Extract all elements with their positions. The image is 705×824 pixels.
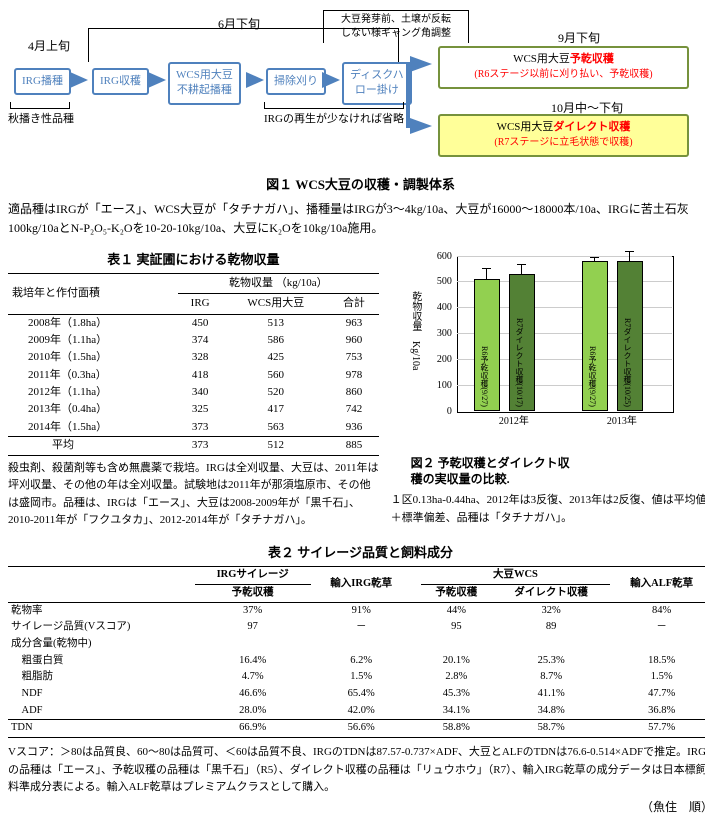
arrow-icon: [322, 72, 340, 88]
arrow-icon: [148, 72, 166, 88]
note-skip: IRGの再生が少なければ省略: [252, 112, 416, 127]
box-disk: ディスクハ ロー掛け: [342, 62, 412, 105]
fig1-desc: 適品種はIRGが「エース」、WCS大豆が「タチナガハ」、播種量はIRGが3～4k…: [8, 200, 705, 238]
fig1-caption: 図１ WCS大豆の収穫・調製体系: [8, 176, 705, 194]
date-sept: 9月下旬: [558, 30, 600, 47]
bracket: [264, 102, 404, 109]
x-label: 2013年: [592, 415, 652, 429]
table2-title: 表２ サイレージ品質と飼料成分: [8, 544, 705, 562]
table1-title: 表１ 実証圃における乾物収量: [8, 251, 379, 269]
line: [88, 28, 398, 63]
table1: 栽培年と作付面積乾物収量 （kg/10a） IRGWCS用大豆合計 2008年（…: [8, 273, 379, 456]
box-direct: WCS用大豆ダイレクト収穫 (R7ステージに立毛状態で収穫): [438, 114, 689, 157]
arrow-icon: [410, 56, 432, 72]
table2-note: Vスコア：＞80は品質良、60～80は品質可、＜60は品質不良、IRGのTDNは…: [8, 744, 705, 797]
table1-note: 殺虫剤、殺菌剤等も含め無農薬で栽培。IRGは全刈収量、大豆は、2011年は坪刈収…: [8, 460, 379, 530]
bracket: [10, 102, 70, 109]
author: （魚住 順）: [8, 799, 705, 816]
box-irg-sow: IRG播種: [14, 68, 71, 95]
table2: IRGサイレージ輸入IRG乾草大豆WCS輸入ALF乾草 予乾収穫予乾収穫ダイレク…: [8, 566, 705, 738]
arrow-icon: [70, 72, 88, 88]
x-label: 2012年: [484, 415, 544, 429]
date-april: 4月上旬: [28, 38, 70, 55]
fig2-caption: 図２ 予乾収穫とダイレクト収 穫の実収量の比較.: [411, 455, 705, 489]
note-autumn: 秋播き性品種: [4, 112, 78, 127]
box-pre-dry: WCS用大豆予乾収穫 (R6ステージ以前に刈り払い、予乾収穫): [438, 46, 689, 89]
fig2-note: １区0.13ha-0.44ha、2012年は3反復、2013年は2反復、値は平均…: [391, 492, 705, 527]
bar-chart: 乾物収量 Kg/10a 0100200300400500600 R6予乾収穫(9…: [412, 251, 692, 451]
box-irg-harvest: IRG収穫: [92, 68, 149, 95]
flowchart: 4月上旬 6月下旬 9月下旬 10月中～下旬 大豆発芽前、土壌が反転 しない様ギ…: [8, 8, 705, 168]
box-sweep: 掃除刈り: [266, 68, 326, 95]
arrow-icon: [246, 72, 264, 88]
box-wcs-sow: WCS用大豆 不耕起播種: [168, 62, 241, 105]
